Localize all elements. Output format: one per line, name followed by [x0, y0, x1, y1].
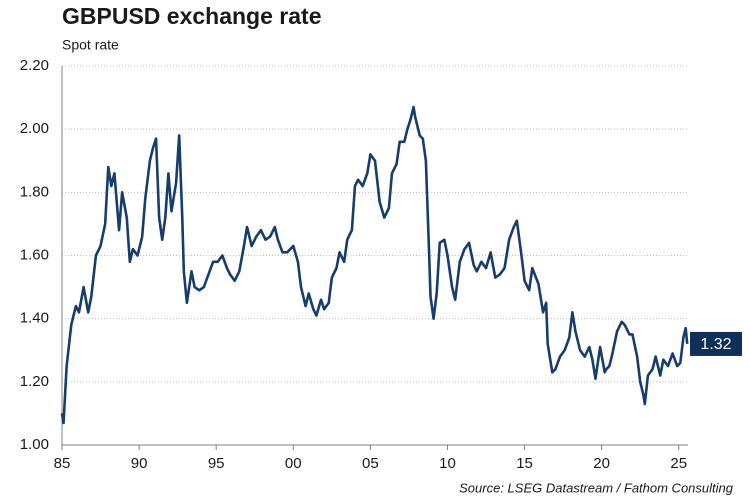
y-tick-label: 1.00	[20, 436, 49, 453]
source: Source: LSEG Datastream / Fathom Consult…	[459, 480, 734, 495]
x-tick-label: 15	[516, 455, 533, 472]
chart-title: GBPUSD exchange rate	[62, 3, 321, 29]
y-tick-label: 1.60	[20, 246, 49, 263]
x-tick-label: 25	[670, 455, 687, 472]
end-label: 1.32	[700, 336, 731, 353]
x-tick-label: 85	[54, 455, 71, 472]
y-tick-label: 2.20	[20, 57, 49, 74]
y-tick-label: 2.00	[20, 120, 49, 137]
line	[60, 105, 689, 425]
end-badge	[690, 331, 742, 356]
x-tick-label: 95	[208, 455, 225, 472]
y-tick-label: 1.40	[20, 310, 49, 327]
x-tick-label: 10	[439, 455, 456, 472]
x-tick-label: 90	[131, 455, 148, 472]
y-tick-label: 1.20	[20, 373, 49, 390]
y-tick-label: 1.80	[20, 183, 49, 200]
x-tick-label: 05	[362, 455, 379, 472]
x-tick-label: 20	[593, 455, 610, 472]
chart-subtitle: Spot rate	[62, 37, 119, 53]
x-tick-label: 00	[285, 455, 302, 472]
